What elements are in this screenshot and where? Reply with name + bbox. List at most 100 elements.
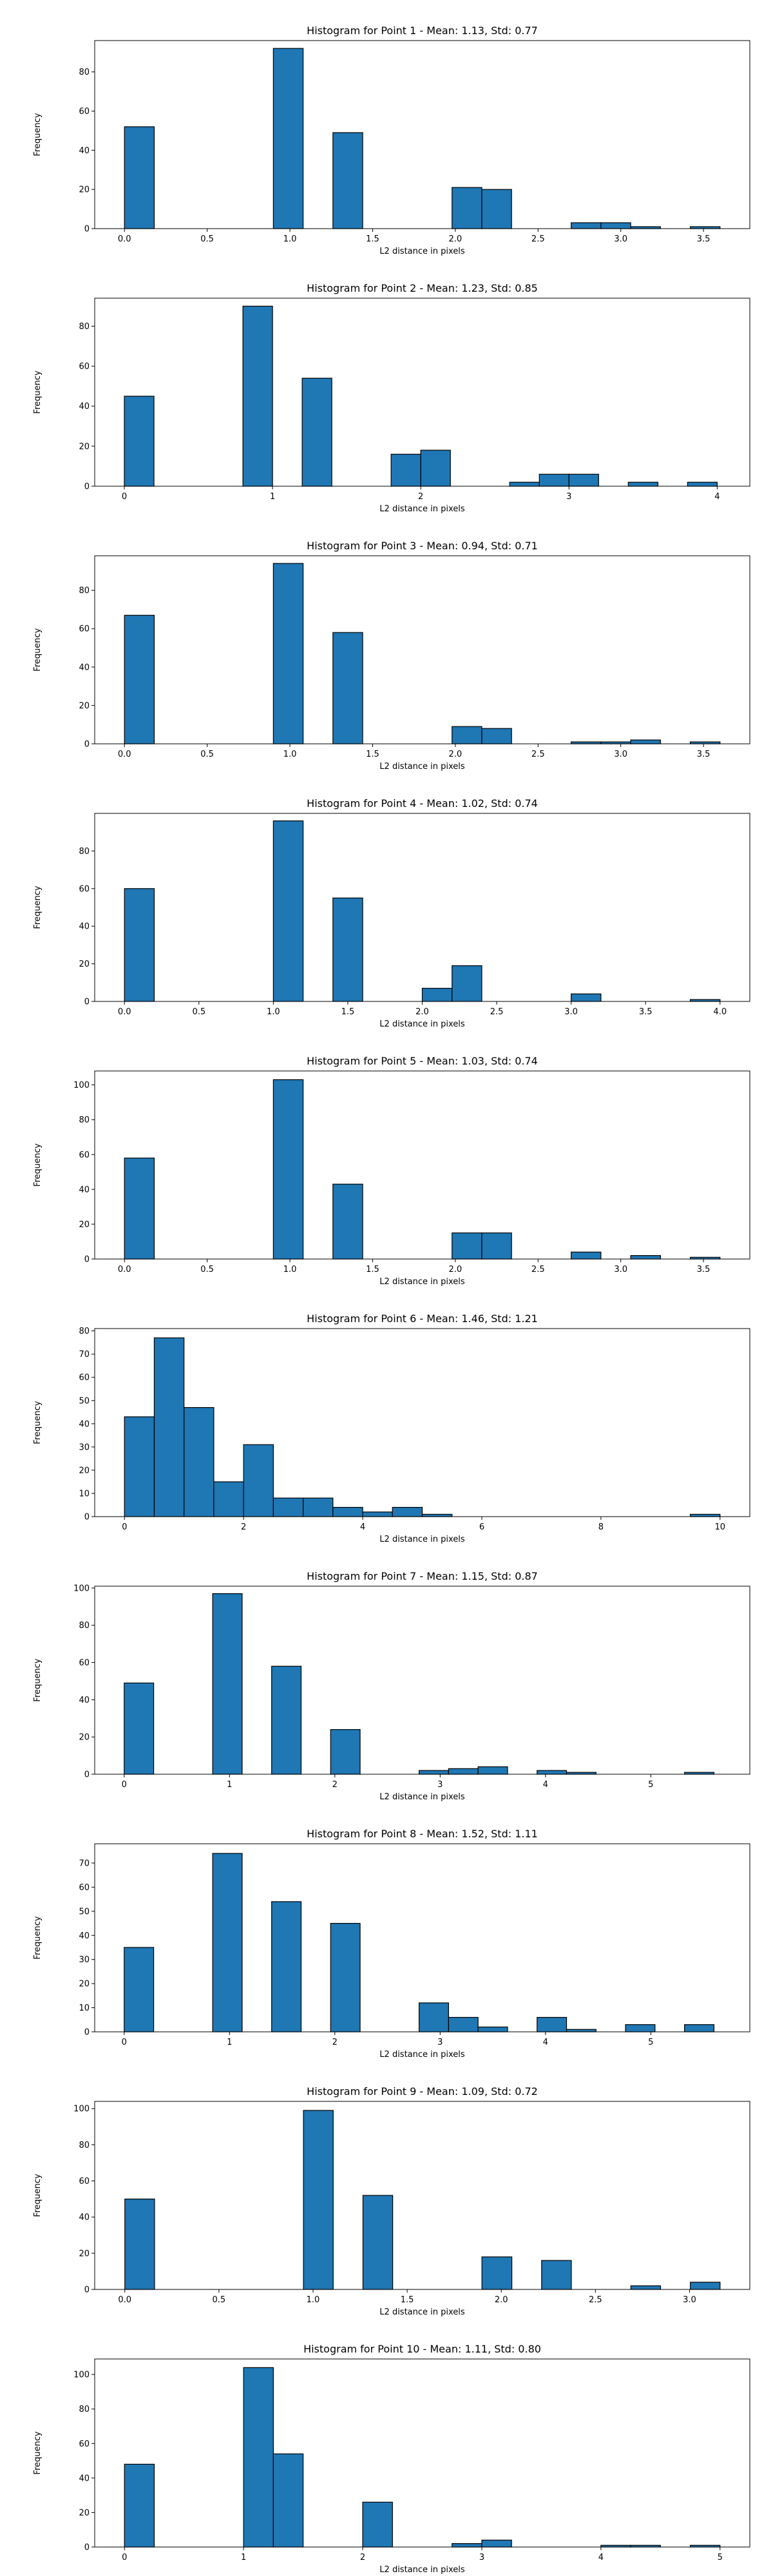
x-tick-label: 3.0 bbox=[614, 234, 627, 244]
y-tick-label: 40 bbox=[79, 922, 90, 932]
histogram-bar bbox=[481, 2539, 512, 2548]
y-tick-label: 60 bbox=[79, 2177, 90, 2186]
x-tick-label: 3 bbox=[566, 492, 571, 502]
histogram-bar bbox=[541, 2260, 572, 2290]
y-tick-label: 0 bbox=[84, 2543, 90, 2553]
histogram-bar bbox=[124, 1416, 155, 1517]
histogram-bar bbox=[362, 2501, 393, 2548]
y-tick-label: 0 bbox=[84, 2286, 90, 2295]
x-tick-label: 10 bbox=[714, 1522, 725, 1532]
x-tick-label: 0 bbox=[122, 2038, 127, 2047]
x-tick-label: 0 bbox=[122, 1780, 127, 1790]
y-tick-label: 80 bbox=[79, 1327, 90, 1336]
histogram-bar bbox=[452, 2543, 482, 2548]
histogram-bar bbox=[124, 1682, 155, 1775]
x-tick-label: 5 bbox=[648, 2038, 653, 2047]
x-axis-label: L2 distance in pixels bbox=[379, 504, 465, 514]
x-tick-label: 2.5 bbox=[589, 2295, 602, 2305]
x-tick-label: 3.0 bbox=[564, 1007, 578, 1017]
histogram-panel-3: Histogram for Point 3 - Mean: 0.94, Std:… bbox=[33, 540, 750, 772]
x-tick-label: 0.0 bbox=[118, 1007, 131, 1017]
histogram-bar bbox=[481, 728, 512, 744]
histogram-bar bbox=[689, 1513, 721, 1517]
histogram-bar bbox=[124, 1947, 155, 2032]
histogram-bar bbox=[243, 1444, 274, 1517]
histogram-bar bbox=[212, 1853, 243, 2032]
histogram-bar bbox=[302, 1497, 334, 1517]
x-tick-label: 3.5 bbox=[697, 1265, 711, 1274]
y-tick-label: 60 bbox=[79, 1373, 90, 1383]
x-tick-label: 1 bbox=[227, 2038, 232, 2047]
histogram-bar bbox=[630, 1255, 661, 1260]
histogram-panel-7: Histogram for Point 7 - Mean: 1.15, Std:… bbox=[33, 1570, 750, 1802]
histogram-bar bbox=[272, 1497, 304, 1517]
x-tick-label: 1.5 bbox=[366, 1265, 379, 1274]
histogram-bar bbox=[684, 2024, 715, 2032]
y-tick-label: 60 bbox=[79, 884, 90, 894]
histogram-bar bbox=[452, 726, 482, 744]
histogram-bar bbox=[124, 888, 155, 1002]
axes-frame bbox=[94, 2101, 750, 2290]
histogram-bar bbox=[452, 1232, 482, 1260]
histogram-bar bbox=[537, 2016, 568, 2032]
y-tick-label: 60 bbox=[79, 362, 90, 372]
axes-frame bbox=[94, 1586, 750, 1775]
y-tick-label: 40 bbox=[79, 2474, 90, 2483]
y-tick-label: 0 bbox=[84, 1770, 90, 1780]
y-tick-label: 60 bbox=[79, 1150, 90, 1160]
y-tick-label: 40 bbox=[79, 146, 90, 156]
histogram-bar bbox=[272, 1079, 304, 1260]
chart-title: Histogram for Point 2 - Mean: 1.23, Std:… bbox=[307, 282, 538, 294]
y-tick-label: 80 bbox=[79, 847, 90, 857]
x-tick-label: 2.0 bbox=[449, 234, 463, 244]
x-tick-label: 3.5 bbox=[697, 750, 711, 759]
x-axis-label: L2 distance in pixels bbox=[379, 1792, 465, 1802]
histogram-bar bbox=[627, 482, 658, 487]
axes-frame bbox=[94, 2358, 750, 2548]
y-tick-label: 40 bbox=[79, 402, 90, 412]
histogram-bar bbox=[509, 482, 540, 487]
x-tick-label: 0.5 bbox=[192, 1007, 205, 1017]
histogram-bar bbox=[452, 965, 482, 1002]
histogram-bar bbox=[392, 1506, 423, 1517]
histogram-bar bbox=[124, 1157, 155, 1260]
x-tick-label: 0 bbox=[122, 492, 127, 502]
histogram-bar bbox=[272, 2453, 304, 2548]
x-tick-label: 0.0 bbox=[118, 1265, 131, 1274]
histogram-bar bbox=[600, 222, 631, 229]
y-tick-label: 10 bbox=[79, 1489, 90, 1499]
y-tick-label: 60 bbox=[79, 625, 90, 634]
chart-title: Histogram for Point 6 - Mean: 1.46, Std:… bbox=[307, 1312, 538, 1325]
y-tick-label: 20 bbox=[79, 1466, 90, 1475]
chart-title: Histogram for Point 7 - Mean: 1.15, Std:… bbox=[307, 1570, 538, 1582]
histogram-bar bbox=[303, 2110, 334, 2290]
x-tick-label: 0.5 bbox=[200, 234, 214, 244]
x-tick-label: 1 bbox=[270, 492, 275, 502]
axes-frame bbox=[94, 40, 750, 229]
histogram-bar bbox=[571, 1251, 602, 1260]
y-tick-label: 60 bbox=[79, 1883, 90, 1893]
x-tick-label: 1.0 bbox=[283, 234, 297, 244]
y-tick-label: 100 bbox=[73, 2371, 90, 2380]
y-tick-label: 0 bbox=[84, 740, 90, 750]
axes-frame bbox=[94, 1070, 750, 1260]
chart-title: Histogram for Point 1 - Mean: 1.13, Std:… bbox=[307, 24, 538, 37]
x-tick-label: 4 bbox=[598, 2553, 604, 2562]
axes-frame bbox=[94, 1843, 750, 2032]
y-tick-label: 20 bbox=[79, 701, 90, 711]
histogram-bar bbox=[539, 473, 569, 487]
x-tick-label: 4 bbox=[543, 2038, 548, 2047]
histogram-bar bbox=[124, 614, 155, 744]
x-tick-label: 1.0 bbox=[283, 1265, 297, 1274]
histogram-bar bbox=[568, 473, 599, 487]
y-tick-label: 40 bbox=[79, 1696, 90, 1705]
x-tick-label: 0.5 bbox=[200, 750, 214, 759]
histogram-panel-5: Histogram for Point 5 - Mean: 1.03, Std:… bbox=[33, 1055, 750, 1287]
x-tick-label: 1.5 bbox=[341, 1007, 355, 1017]
y-tick-label: 50 bbox=[79, 1907, 90, 1917]
x-tick-label: 0.0 bbox=[118, 2295, 131, 2305]
histogram-bar bbox=[124, 2199, 155, 2290]
y-tick-label: 0 bbox=[84, 1255, 90, 1265]
y-tick-label: 60 bbox=[79, 2439, 90, 2449]
